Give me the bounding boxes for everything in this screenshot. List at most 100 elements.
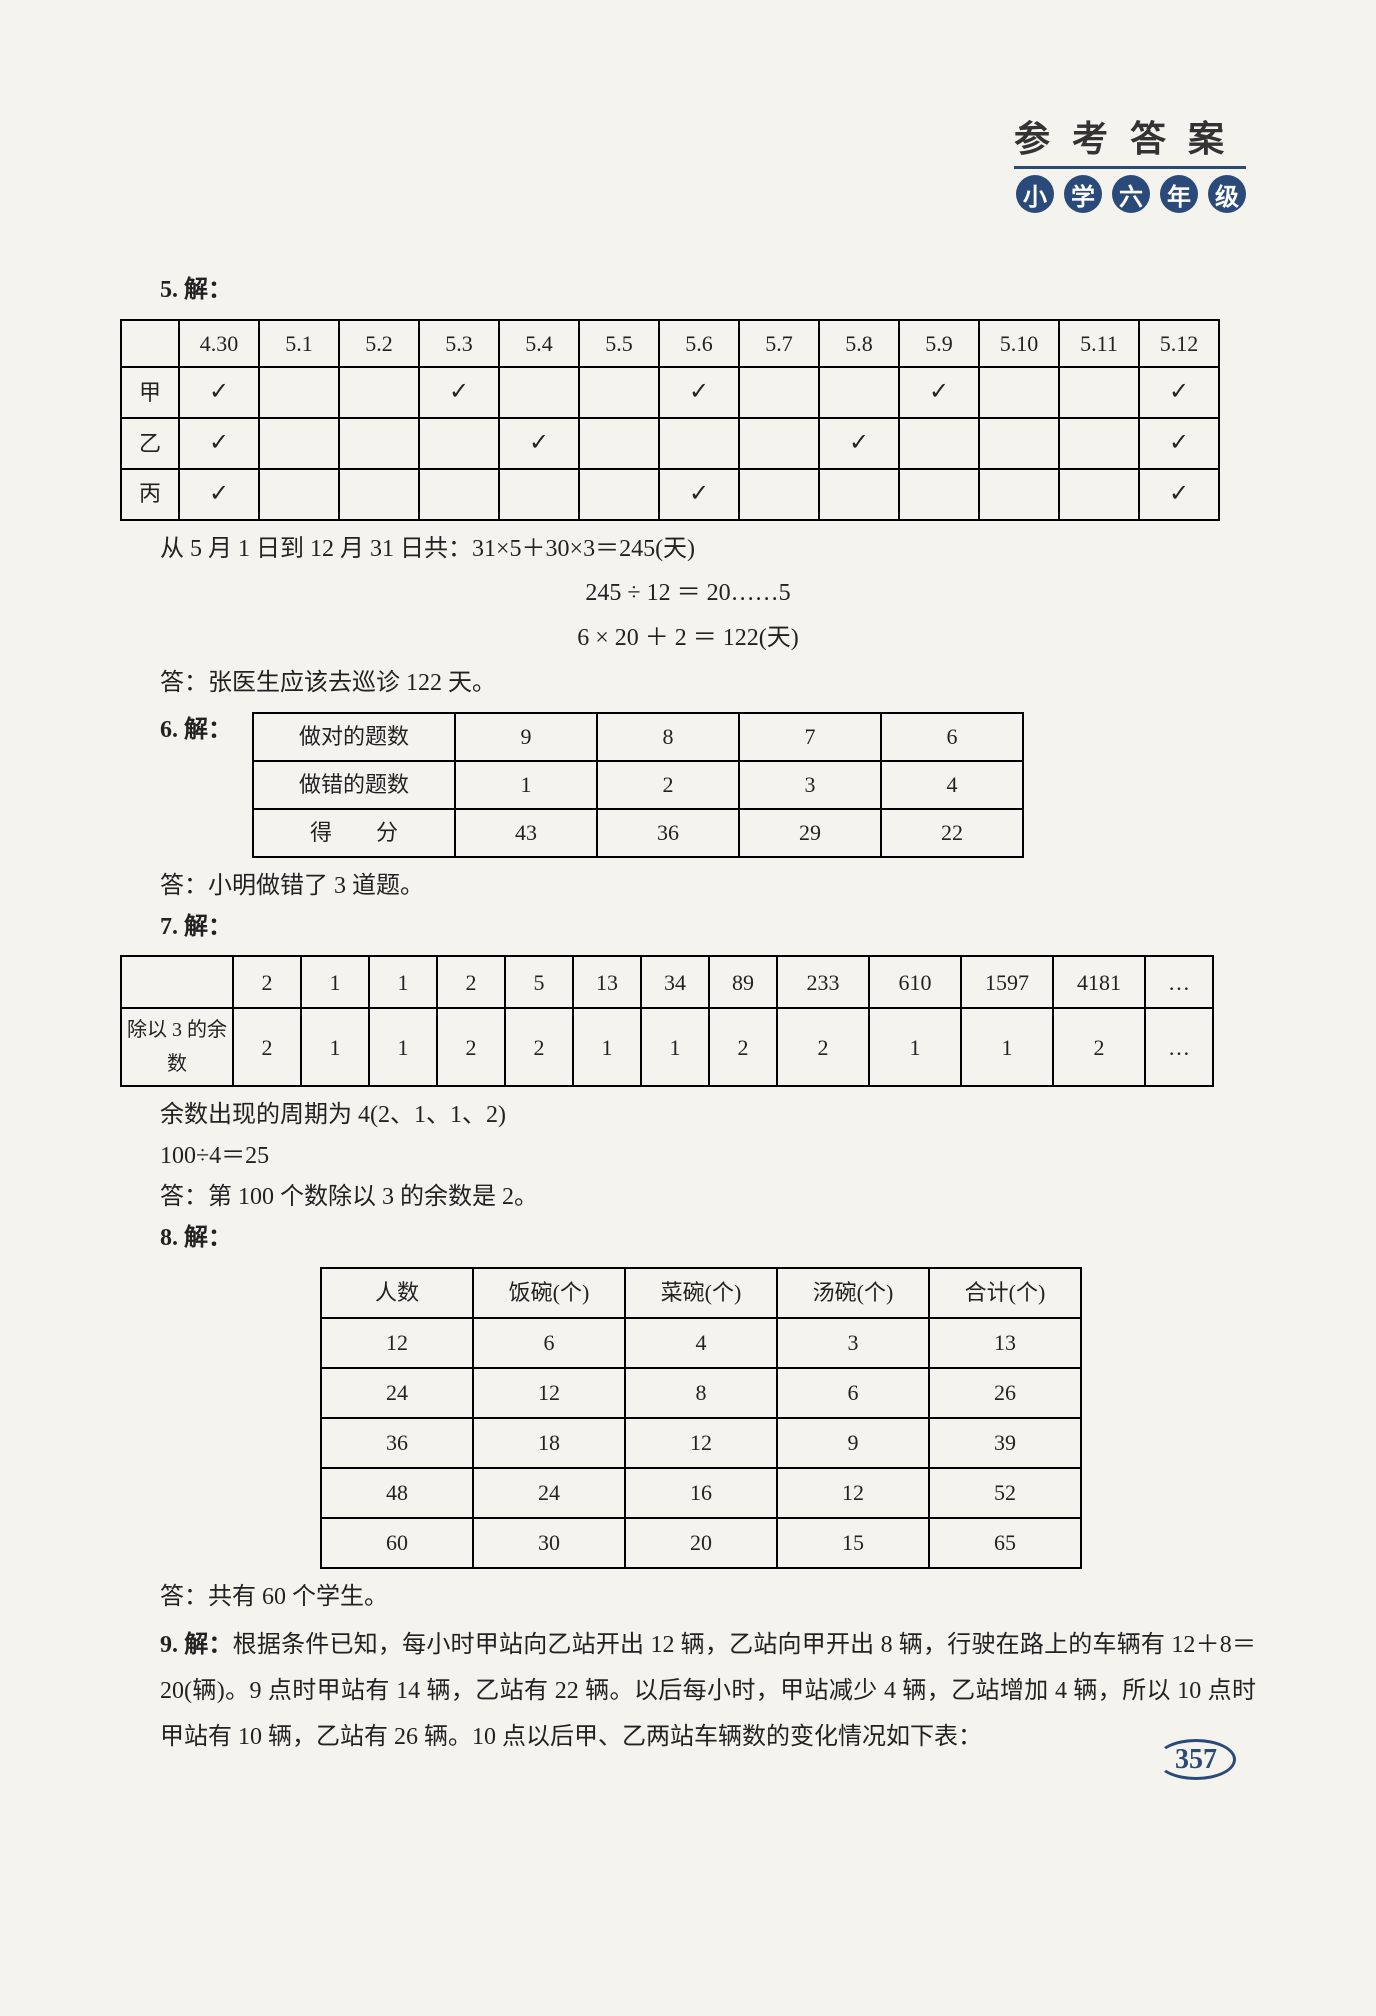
table-row: 4824161252 bbox=[321, 1468, 1081, 1518]
q6-label: 6. 解： bbox=[160, 710, 232, 751]
q9-text: 根据条件已知，每小时甲站向乙站开出 12 辆，乙站向甲开出 8 辆，行驶在路上的… bbox=[160, 1632, 1256, 1749]
mark-cell bbox=[419, 469, 499, 520]
cell: 48 bbox=[321, 1468, 473, 1518]
grade-circle: 年 bbox=[1160, 175, 1198, 213]
cell: 1 bbox=[641, 1008, 709, 1086]
mark-cell: ✓ bbox=[659, 367, 739, 418]
date-cell: 5.12 bbox=[1139, 320, 1219, 367]
cell: 52 bbox=[929, 1468, 1081, 1518]
q9-label: 9. 解： bbox=[160, 1632, 233, 1658]
col-header: 人数 bbox=[321, 1268, 473, 1318]
cell: 233 bbox=[777, 956, 869, 1008]
mark-cell bbox=[1059, 469, 1139, 520]
table-row: 24128626 bbox=[321, 1368, 1081, 1418]
date-cell: 5.1 bbox=[259, 320, 339, 367]
mark-cell bbox=[419, 418, 499, 469]
mark-cell bbox=[979, 367, 1059, 418]
cell-blank bbox=[121, 956, 233, 1008]
cell: 5 bbox=[505, 956, 573, 1008]
cell: 2 bbox=[597, 761, 739, 809]
mark-cell bbox=[819, 469, 899, 520]
table-row: 4.30 5.1 5.2 5.3 5.4 5.5 5.6 5.7 5.8 5.9… bbox=[121, 320, 1219, 367]
mark-cell bbox=[259, 367, 339, 418]
mark-cell bbox=[1059, 418, 1139, 469]
cell: 20 bbox=[625, 1518, 777, 1568]
q5-calc1: 245 ÷ 12 ＝ 20……5 bbox=[120, 573, 1256, 614]
mark-cell bbox=[899, 418, 979, 469]
cell: 1 bbox=[369, 956, 437, 1008]
cell: 60 bbox=[321, 1518, 473, 1568]
cell: 22 bbox=[881, 809, 1023, 857]
mark-cell: ✓ bbox=[1139, 367, 1219, 418]
row-header: 做错的题数 bbox=[253, 761, 455, 809]
mark-cell bbox=[739, 418, 819, 469]
content: 5. 解： 4.30 5.1 5.2 5.3 5.4 5.5 5.6 5.7 5… bbox=[120, 270, 1256, 1760]
table-row: 6030201565 bbox=[321, 1518, 1081, 1568]
mark-cell bbox=[579, 367, 659, 418]
cell: 12 bbox=[321, 1318, 473, 1368]
q8-label: 8. 解： bbox=[160, 1218, 1256, 1259]
q5-table: 4.30 5.1 5.2 5.3 5.4 5.5 5.6 5.7 5.8 5.9… bbox=[120, 319, 1220, 521]
q6-table: 做对的题数 9 8 7 6 做错的题数 1 2 3 4 得 分 43 36 bbox=[252, 712, 1024, 858]
grade-circle: 小 bbox=[1016, 175, 1054, 213]
cell: 9 bbox=[455, 713, 597, 761]
page-number-value: 357 bbox=[1156, 1739, 1236, 1780]
table-row: 1264313 bbox=[321, 1318, 1081, 1368]
q7-label: 7. 解： bbox=[160, 907, 1256, 948]
mark-cell: ✓ bbox=[179, 367, 259, 418]
cell: 29 bbox=[739, 809, 881, 857]
row-header: 做对的题数 bbox=[253, 713, 455, 761]
cell: 7 bbox=[739, 713, 881, 761]
mark-cell bbox=[259, 418, 339, 469]
date-cell: 5.6 bbox=[659, 320, 739, 367]
cell: 1 bbox=[455, 761, 597, 809]
mark-cell bbox=[339, 418, 419, 469]
table-row: 乙✓✓✓✓ bbox=[121, 418, 1219, 469]
cell: 89 bbox=[709, 956, 777, 1008]
mark-cell: ✓ bbox=[659, 469, 739, 520]
cell: 2 bbox=[233, 1008, 301, 1086]
mark-cell: ✓ bbox=[1139, 469, 1219, 520]
mark-cell bbox=[499, 367, 579, 418]
row-header: 乙 bbox=[121, 418, 179, 469]
date-cell: 5.11 bbox=[1059, 320, 1139, 367]
cell: 26 bbox=[929, 1368, 1081, 1418]
q7-table: 2 1 1 2 5 13 34 89 233 610 1597 4181 … 除… bbox=[120, 955, 1214, 1087]
date-cell: 5.2 bbox=[339, 320, 419, 367]
row-header: 除以 3 的余数 bbox=[121, 1008, 233, 1086]
cell: 6 bbox=[473, 1318, 625, 1368]
cell: 12 bbox=[777, 1468, 929, 1518]
cell: 1597 bbox=[961, 956, 1053, 1008]
cell: 4181 bbox=[1053, 956, 1145, 1008]
cell: 2 bbox=[437, 1008, 505, 1086]
cell: 12 bbox=[625, 1418, 777, 1468]
col-header: 合计(个) bbox=[929, 1268, 1081, 1318]
q5-line1: 从 5 月 1 日到 12 月 31 日共：31×5＋30×3＝245(天) bbox=[160, 529, 1256, 570]
q8-answer: 答：共有 60 个学生。 bbox=[160, 1577, 1256, 1618]
mark-cell bbox=[579, 469, 659, 520]
date-cell: 5.10 bbox=[979, 320, 1059, 367]
mark-cell: ✓ bbox=[899, 367, 979, 418]
cell: 4 bbox=[625, 1318, 777, 1368]
cell: 34 bbox=[641, 956, 709, 1008]
cell: 1 bbox=[369, 1008, 437, 1086]
row-header: 得 分 bbox=[253, 809, 455, 857]
cell: 39 bbox=[929, 1418, 1081, 1468]
mark-cell: ✓ bbox=[499, 418, 579, 469]
table-row: 人数 饭碗(个) 菜碗(个) 汤碗(个) 合计(个) bbox=[321, 1268, 1081, 1318]
check-icon: ✓ bbox=[1169, 481, 1189, 507]
cell: … bbox=[1145, 956, 1213, 1008]
grade-badges: 小 学 六 年 级 bbox=[1014, 175, 1246, 213]
cell: 18 bbox=[473, 1418, 625, 1468]
date-cell: 5.7 bbox=[739, 320, 819, 367]
cell: 65 bbox=[929, 1518, 1081, 1568]
q5-label: 5. 解： bbox=[160, 270, 1256, 311]
mark-cell: ✓ bbox=[419, 367, 499, 418]
mark-cell bbox=[579, 418, 659, 469]
table-row: 2 1 1 2 5 13 34 89 233 610 1597 4181 … bbox=[121, 956, 1213, 1008]
cell: 24 bbox=[473, 1468, 625, 1518]
cell: 13 bbox=[573, 956, 641, 1008]
table-row: 361812939 bbox=[321, 1418, 1081, 1468]
cell: 16 bbox=[625, 1468, 777, 1518]
cell: 2 bbox=[777, 1008, 869, 1086]
